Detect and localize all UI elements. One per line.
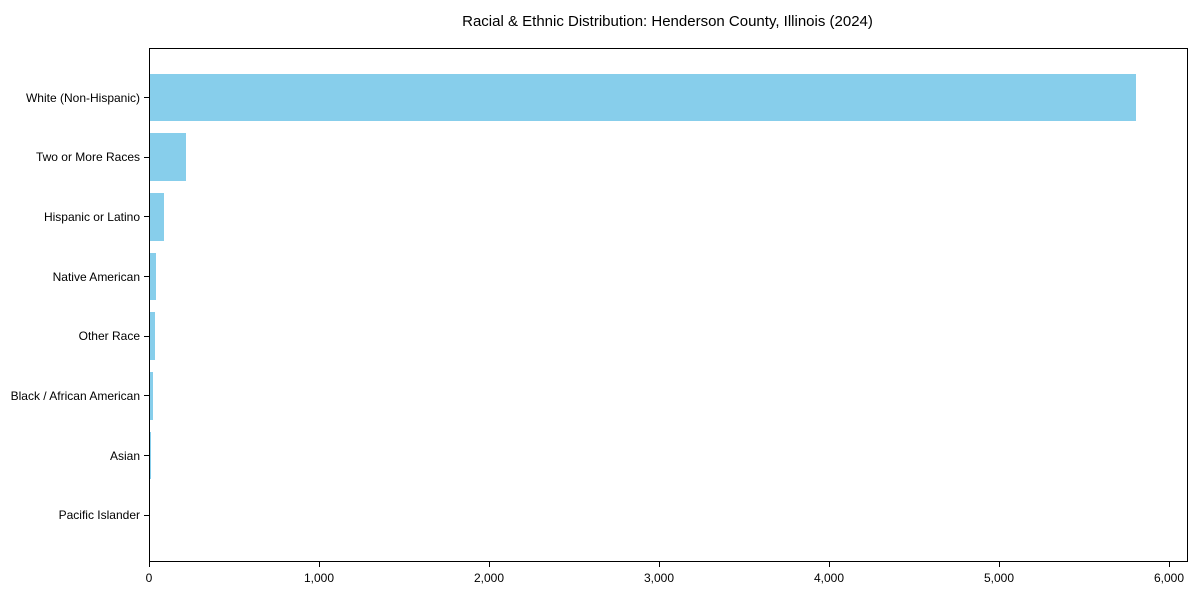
- x-tick-label: 6,000: [1153, 571, 1185, 585]
- x-tick-label: 2,000: [473, 571, 505, 585]
- x-tick-mark: [829, 562, 830, 567]
- y-tick-mark: [144, 97, 149, 99]
- category-label: Asian: [109, 448, 140, 463]
- plot-area: [149, 48, 1188, 562]
- category-label: Pacific Islander: [58, 508, 140, 523]
- x-tick-label: 5,000: [983, 571, 1015, 585]
- y-tick-mark: [144, 514, 149, 516]
- y-tick-mark: [144, 276, 149, 278]
- x-tick-mark: [659, 562, 660, 567]
- bar: [150, 133, 186, 182]
- bar: [150, 193, 164, 241]
- y-tick-mark: [144, 395, 149, 397]
- bar: [150, 312, 155, 361]
- x-tick-mark: [999, 562, 1000, 567]
- y-tick-mark: [144, 455, 149, 457]
- y-tick-mark: [144, 216, 149, 218]
- category-label: Two or More Races: [35, 150, 140, 165]
- x-tick-label: 4,000: [813, 571, 845, 585]
- bar: [150, 73, 1136, 122]
- category-label: White (Non-Hispanic): [25, 90, 140, 105]
- chart-title: Racial & Ethnic Distribution: Henderson …: [462, 13, 873, 30]
- bar: [150, 372, 153, 420]
- x-tick-mark: [149, 562, 150, 567]
- y-tick-mark: [144, 156, 149, 158]
- x-tick-mark: [319, 562, 320, 567]
- y-tick-mark: [144, 335, 149, 337]
- category-label: Hispanic or Latino: [43, 209, 140, 224]
- x-tick-mark: [1169, 562, 1170, 567]
- category-label: Black / African American: [10, 388, 140, 403]
- x-tick-mark: [489, 562, 490, 567]
- category-label: Other Race: [78, 329, 140, 344]
- x-tick-label: 0: [145, 571, 153, 585]
- bar: [150, 431, 151, 480]
- category-label: Native American: [52, 269, 140, 284]
- x-tick-label: 3,000: [643, 571, 675, 585]
- bar: [150, 252, 156, 301]
- x-tick-label: 1,000: [303, 571, 335, 585]
